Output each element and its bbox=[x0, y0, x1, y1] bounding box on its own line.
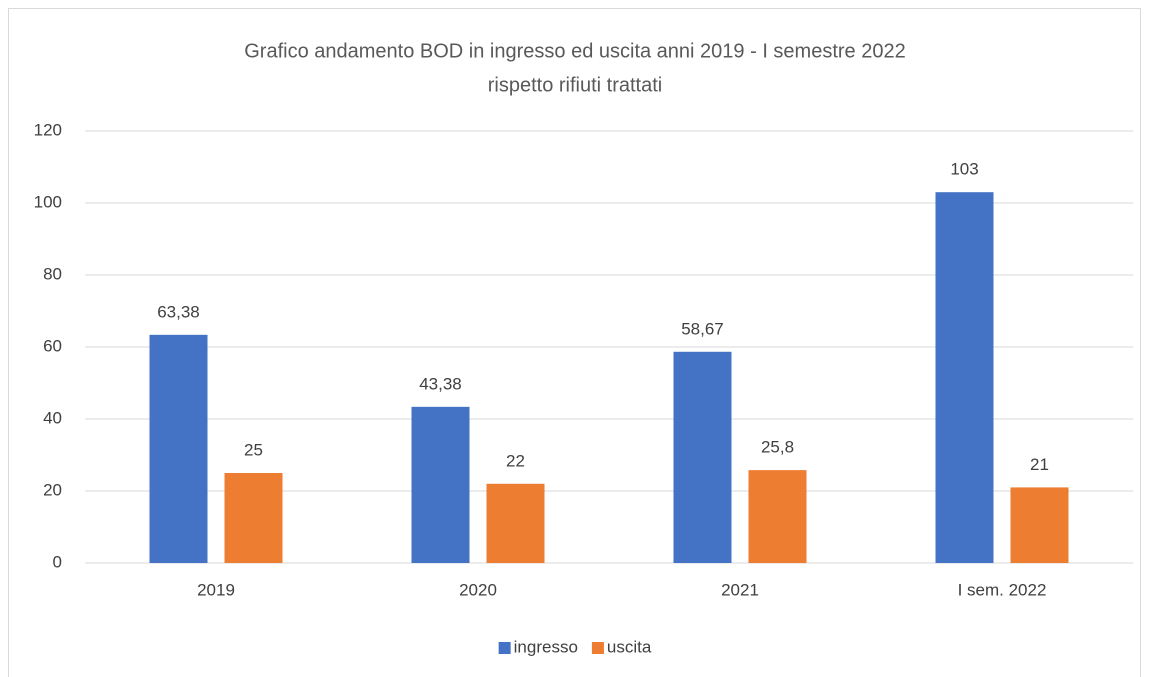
x-tick-label: 2020 bbox=[459, 580, 497, 599]
bar bbox=[1010, 487, 1069, 563]
x-tick-label: I sem. 2022 bbox=[958, 580, 1047, 599]
y-tick-label: 80 bbox=[43, 264, 62, 283]
legend-label: uscita bbox=[607, 637, 652, 656]
data-label: 21 bbox=[1030, 455, 1049, 474]
data-label: 22 bbox=[506, 451, 525, 470]
legend-label: ingresso bbox=[514, 637, 578, 656]
bar bbox=[673, 351, 732, 563]
bar bbox=[748, 470, 807, 563]
y-tick-label: 100 bbox=[34, 192, 62, 211]
data-label: 25,8 bbox=[761, 438, 794, 457]
bar bbox=[486, 483, 545, 563]
data-label: 63,38 bbox=[157, 302, 200, 321]
bar bbox=[149, 334, 208, 563]
chart-title: rispetto rifiuti trattati bbox=[488, 74, 663, 96]
bar bbox=[224, 473, 283, 563]
bar bbox=[411, 406, 470, 563]
y-tick-label: 60 bbox=[43, 336, 62, 355]
legend-swatch bbox=[591, 642, 604, 654]
chart-title: Grafico andamento BOD in ingresso ed usc… bbox=[244, 40, 905, 62]
x-tick-label: 2021 bbox=[721, 580, 759, 599]
bar bbox=[935, 192, 994, 563]
data-label: 103 bbox=[950, 160, 978, 179]
data-label: 43,38 bbox=[419, 374, 462, 393]
data-label: 58,67 bbox=[681, 319, 724, 338]
y-tick-label: 40 bbox=[43, 408, 62, 427]
legend-swatch bbox=[498, 642, 511, 654]
y-tick-label: 20 bbox=[43, 480, 62, 499]
y-tick-label: 0 bbox=[53, 552, 62, 571]
data-label: 25 bbox=[244, 440, 263, 459]
y-tick-label: 120 bbox=[34, 120, 62, 139]
x-tick-label: 2019 bbox=[197, 580, 235, 599]
